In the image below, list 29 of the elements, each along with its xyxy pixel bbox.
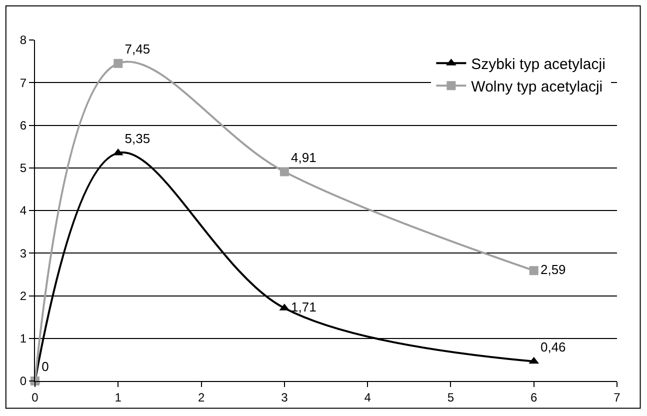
legend-label: Wolny typ acetylacji [471, 78, 603, 96]
x-tick-label: 3 [281, 390, 288, 404]
y-tick-label: 2 [20, 288, 27, 303]
y-tick-label: 6 [20, 118, 27, 132]
y-tick-label: 8 [20, 33, 27, 48]
data-label: 0,46 [540, 340, 566, 355]
y-tick-label: 5 [20, 161, 27, 176]
x-tick-label: 4 [364, 390, 372, 404]
y-tick-label: 0 [20, 374, 27, 388]
y-tick-label: 3 [20, 246, 27, 260]
legend-label: Szybki typ acetylacji [471, 56, 606, 73]
y-tick-label: 7 [20, 76, 27, 90]
y-tick-label: 1 [20, 332, 27, 346]
data-label: 2,59 [540, 262, 566, 277]
point [529, 266, 538, 276]
x-tick-label: 0 [32, 390, 39, 404]
x-tick-label: 2 [198, 390, 205, 404]
x-tick-label: 6 [530, 390, 538, 404]
data-label: 7,45 [124, 42, 150, 57]
x-tick-label: 7 [614, 390, 621, 404]
data-label: 1,71 [291, 299, 316, 314]
y-tick-label: 4 [20, 204, 27, 218]
x-tick-label: 1 [114, 390, 122, 404]
point [114, 58, 123, 68]
x-tick-label: 5 [447, 390, 454, 404]
data-label: 4,91 [291, 150, 316, 165]
data-label: 5,35 [124, 131, 150, 146]
data-label: 0 [42, 359, 49, 374]
point [280, 167, 289, 176]
